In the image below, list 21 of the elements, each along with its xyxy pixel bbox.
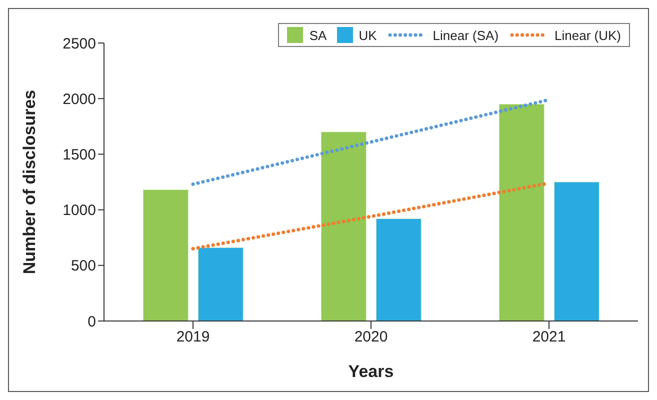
y-tick-label: 2500	[62, 35, 96, 52]
x-tick-label: 2019	[176, 328, 210, 346]
y-tick-label: 1000	[62, 202, 96, 220]
bar	[498, 104, 544, 321]
y-tick-label: 0	[88, 313, 96, 330]
bar	[320, 132, 366, 321]
y-tick-label: 500	[70, 258, 96, 275]
legend-label: SA	[309, 28, 327, 42]
legend-label: UK	[358, 28, 377, 42]
y-tick-label: 1500	[62, 146, 96, 164]
bar	[198, 247, 244, 321]
x-axis-title: Years	[348, 362, 394, 381]
x-tick-label: 2020	[354, 328, 388, 346]
bar	[376, 218, 422, 321]
y-axis-title: Number of disclosures	[20, 90, 40, 274]
y-tick-label: 2000	[62, 90, 96, 108]
legend-label: Linear (UK)	[554, 28, 621, 42]
legend-label: Linear (SA)	[432, 28, 499, 42]
bar	[142, 190, 188, 321]
x-tick-label: 2021	[532, 328, 566, 346]
bar	[554, 182, 600, 321]
